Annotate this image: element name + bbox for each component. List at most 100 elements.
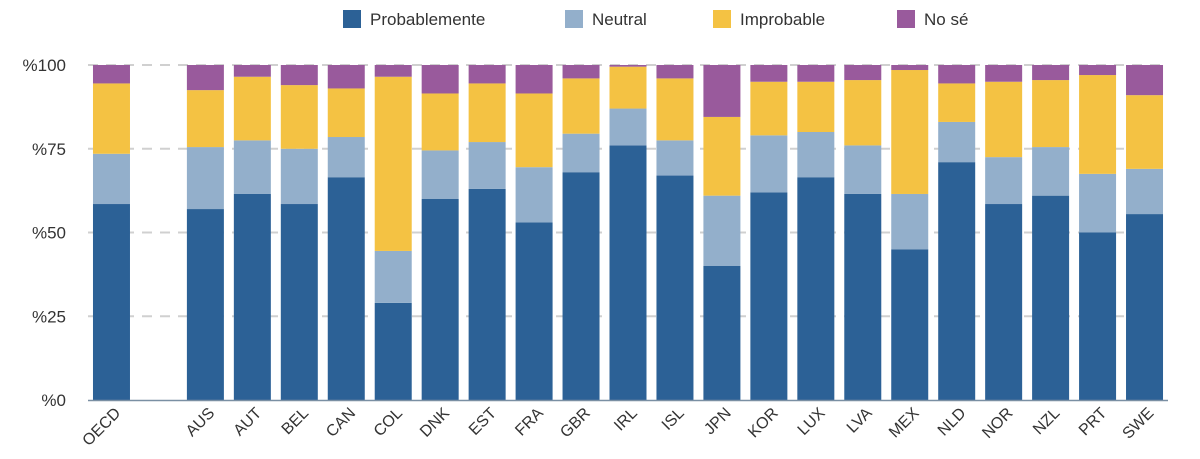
bar-segment [233, 76, 271, 141]
y-tick-label: %25 [32, 307, 66, 326]
x-tick-label: OECD [80, 405, 125, 450]
x-tick-label: NLD [935, 405, 970, 440]
bar-segment [1126, 214, 1164, 400]
bar-segment [468, 83, 506, 143]
bar-segment [750, 65, 788, 82]
bar-segment [374, 302, 412, 400]
bar-segment [750, 192, 788, 400]
bar-segment [280, 85, 318, 149]
x-tick-label: GBR [557, 405, 594, 442]
bar-segment [938, 121, 976, 163]
bar-segment [985, 157, 1023, 205]
bar-segment [92, 65, 130, 84]
legend-label: Neutral [592, 10, 647, 29]
bar-segment [703, 266, 741, 400]
bar-segment [844, 145, 882, 194]
y-axis: %0 %25 %50 %75 %100 [23, 56, 66, 410]
bar-segment [891, 65, 929, 71]
x-tick-label: PRT [1076, 405, 1111, 440]
bar-segment [186, 65, 224, 91]
bar-segment [703, 116, 741, 196]
bar-segment [1126, 168, 1164, 215]
x-axis: OECD AUS AUT BEL CAN COL DNK EST FRA GBR IRL ISL JPN… [80, 399, 1168, 450]
x-tick-label: NZL [1030, 405, 1063, 438]
bar-segment [233, 65, 271, 77]
bar-segment [92, 153, 130, 205]
bar-segment [750, 135, 788, 193]
x-tick-label: COL [371, 405, 406, 440]
bar-segment [280, 65, 318, 86]
x-tick-label: ISL [659, 405, 688, 434]
x-tick-label: AUS [183, 405, 218, 440]
bar-segment [891, 193, 929, 250]
bar-segment [656, 78, 694, 141]
bar-segment [844, 65, 882, 81]
bar-segment [374, 65, 412, 77]
bar-segment [609, 145, 647, 400]
bar-segment [327, 177, 365, 400]
bar-segment [985, 65, 1023, 82]
bar-segment [562, 133, 600, 173]
x-tick-label: JPN [701, 405, 734, 438]
bar-segment [1126, 95, 1164, 169]
bars [92, 65, 1164, 400]
bar-segment [750, 81, 788, 136]
x-tick-label: LVA [844, 405, 876, 437]
bar-segment [1032, 80, 1070, 148]
bar-segment [280, 148, 318, 205]
legend-swatch [713, 10, 731, 28]
bar-segment [1079, 75, 1117, 174]
x-tick-label: EST [466, 405, 500, 439]
x-tick-label: AUT [231, 405, 266, 440]
bar-segment [703, 65, 741, 117]
bar-segment [327, 65, 365, 89]
bar-segment [609, 65, 647, 67]
x-tick-label: KOR [745, 405, 782, 442]
bar-segment [468, 142, 506, 189]
bar-segment [797, 65, 835, 82]
bar-segment [656, 175, 694, 400]
bar-segment [844, 193, 882, 400]
legend-label: No sé [924, 10, 968, 29]
x-tick-label: BEL [279, 405, 312, 438]
bar-segment [1032, 195, 1070, 400]
bar-segment [797, 177, 835, 400]
bar-segment [327, 137, 365, 178]
y-tick-label: %50 [32, 224, 66, 243]
bar-segment [280, 204, 318, 400]
bar-segment [233, 193, 271, 400]
bar-segment [515, 93, 553, 168]
bar-segment [327, 88, 365, 138]
bar-segment [797, 81, 835, 132]
bar-segment [1032, 65, 1070, 81]
bar-segment [186, 90, 224, 148]
bar-segment [1126, 65, 1164, 96]
bar-segment [186, 147, 224, 210]
x-tick-label: CAN [323, 405, 359, 441]
legend-swatch [897, 10, 915, 28]
bar-segment [421, 199, 459, 400]
bar-segment [515, 65, 553, 94]
bar-segment [891, 249, 929, 400]
x-tick-label: DNK [417, 405, 453, 441]
x-tick-label: IRL [611, 405, 641, 435]
bar-segment [233, 140, 271, 194]
bar-segment [186, 209, 224, 400]
bar-segment [515, 167, 553, 223]
legend-label: Improbable [740, 10, 825, 29]
legend-swatch [565, 10, 583, 28]
bar-segment [374, 250, 412, 303]
bar-segment [797, 132, 835, 178]
bar-segment [515, 222, 553, 400]
bar-segment [1079, 232, 1117, 400]
bar-segment [1032, 147, 1070, 196]
bar-segment [609, 66, 647, 109]
bar-segment [938, 83, 976, 122]
bar-segment [656, 140, 694, 176]
x-tick-label: FRA [512, 405, 547, 440]
bar-segment [562, 172, 600, 400]
legend: Probablemente Neutral Improbable No sé [343, 10, 968, 29]
y-tick-label: %100 [23, 56, 66, 75]
bar-segment [1079, 65, 1117, 76]
